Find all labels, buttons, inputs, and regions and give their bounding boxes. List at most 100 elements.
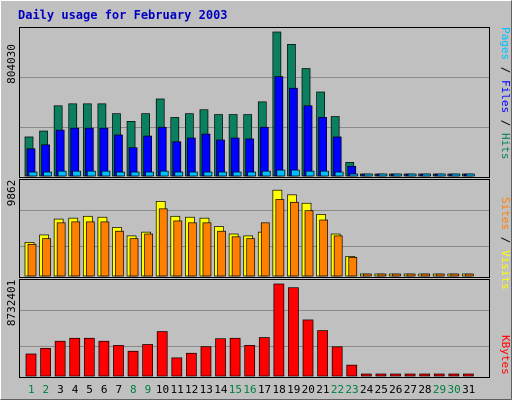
bar-kbytes [258,337,270,377]
bar-pages [116,171,125,177]
bar-kbytes [331,346,343,377]
bar-pages [276,169,286,177]
bar-sites [85,221,95,277]
bar-sites [231,236,241,277]
bar-kbytes [390,373,401,377]
bar-kbytes [375,373,387,377]
bar-sites [319,219,328,277]
ymax-label-kbytes: 8732401 [5,280,18,326]
bar-files [289,87,298,177]
bar-files [99,127,109,177]
bar-pages [57,170,67,177]
bar-sites [42,238,51,277]
bar-pages [203,171,213,177]
x-tick-label: 18 [273,383,286,396]
bar-sites [450,273,460,277]
bar-sites [115,230,124,277]
bar-pages [349,173,359,177]
bars [24,31,475,377]
bar-sites [246,238,256,277]
bar-sites [275,199,285,277]
bar-pages [393,173,402,177]
x-tick-label: 15 [229,383,242,396]
bar-pages [86,170,96,177]
x-tick-label: 14 [214,383,228,396]
bar-kbytes [302,319,314,377]
bar-kbytes [346,364,358,377]
bar-pages [451,173,461,177]
bar-kbytes [404,373,416,377]
legend-pages: Pages [499,27,512,60]
x-tick-label: 23 [345,383,358,396]
x-tick-label: 10 [156,383,169,396]
bar-pages [218,171,227,177]
x-tick-label: 24 [360,383,374,396]
bar-files [157,126,167,177]
bar-kbytes [229,337,241,377]
bar-sites [173,220,183,277]
x-tick-label: 13 [200,383,213,396]
bar-kbytes [273,283,285,377]
x-tick-label: 11 [170,383,183,396]
bar-kbytes [69,337,81,377]
ymax-label-hits: 804030 [5,44,18,84]
bar-pages [334,171,344,177]
legend-hits: Hits [499,133,512,160]
bar-pages [466,173,475,177]
bar-files [245,138,255,177]
x-tick-label: 27 [404,383,417,396]
bar-pages [320,170,329,177]
bar-files [172,141,182,177]
bar-sites [100,221,110,277]
bar-kbytes [113,345,124,377]
x-tick-label: 7 [115,383,122,396]
bar-kbytes [288,287,299,377]
bar-files [332,136,342,177]
x-tick-label: 19 [287,383,300,396]
bar-sites [377,273,387,277]
x-tick-label: 2 [43,383,50,396]
legend-files: Files [499,80,512,113]
bar-sites [158,208,168,277]
bar-kbytes [433,373,445,377]
bar-kbytes [98,340,110,377]
bar-kbytes [317,330,328,377]
legend-visits: Visits [499,250,512,290]
bar-files [55,129,65,177]
bar-sites [348,256,358,277]
x-tick-label: 31 [462,383,475,396]
bar-kbytes [186,352,197,377]
bar-files [143,135,152,177]
x-tick-label: 3 [57,383,64,396]
bar-kbytes [448,373,460,377]
bar-pages [363,173,373,177]
bar-files [41,144,50,177]
bar-kbytes [54,340,66,377]
bar-sites [56,222,66,277]
bar-sites [362,273,372,277]
bar-kbytes [127,350,139,377]
bar-pages [422,173,432,177]
x-tick-label: 1 [28,383,35,396]
legend-sites: Sites [499,197,512,230]
bar-files [259,126,269,177]
x-tick-label: 30 [447,383,460,396]
x-tick-label: 29 [433,383,446,396]
bar-sites [27,243,37,277]
x-tick-label: 5 [86,383,93,396]
bar-pages [247,171,257,177]
legend-sites-visits: Sites / Visits [499,197,512,290]
bar-files [70,127,80,177]
x-tick-label: 17 [258,383,271,396]
bar-pages [378,173,388,177]
bar-kbytes [463,373,474,377]
bar-pages [189,171,198,177]
x-tick-label: 16 [243,383,256,396]
bar-pages [101,170,111,177]
bar-sites [333,235,343,277]
bar-sites [188,222,197,277]
ymax-label-visits: 9862 [5,180,18,207]
bar-files [216,139,225,177]
bar-pages [305,170,315,177]
